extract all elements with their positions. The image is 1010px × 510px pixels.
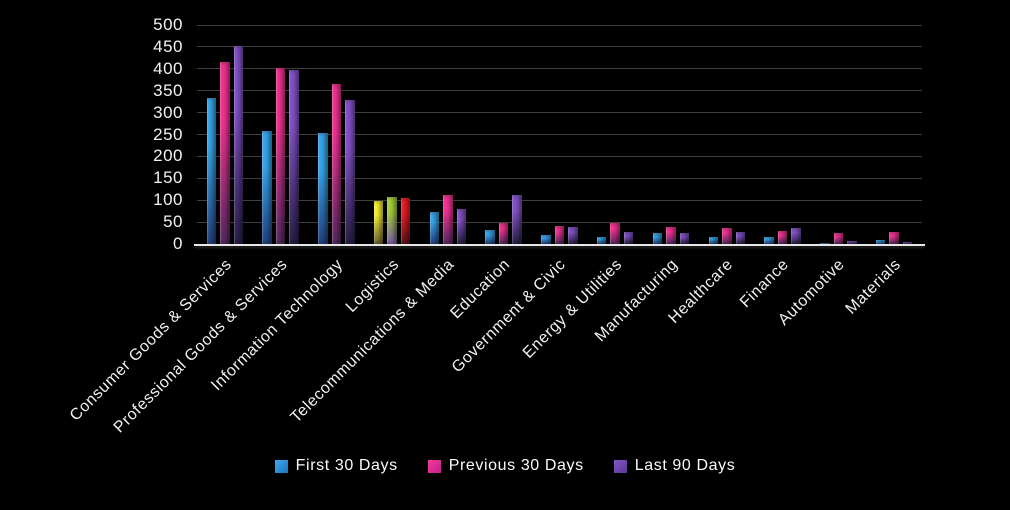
bar: [708, 237, 719, 244]
y-axis-tick-label: 100: [153, 190, 183, 210]
bar: [262, 131, 272, 244]
bar: [443, 194, 453, 244]
legend-item-label: Previous 30 Days: [448, 457, 584, 474]
gridline: [197, 90, 922, 92]
gridline: [197, 221, 922, 223]
x-axis-category-label: Energy & Utilities: [519, 256, 626, 362]
gridline: [197, 199, 922, 201]
legend-swatch: [427, 459, 441, 473]
bar: [666, 227, 676, 244]
bar: [679, 232, 690, 244]
bar: [764, 237, 774, 244]
bar: [596, 237, 607, 244]
legend-item: Previous 30 Days: [427, 457, 584, 475]
bar: [847, 240, 857, 244]
bar: [902, 241, 913, 244]
legend-item-label: Last 90 Days: [634, 457, 736, 474]
bar: [429, 212, 440, 244]
bar: [833, 232, 844, 244]
bar-group: [532, 25, 588, 244]
legend-item-label: First 30 Days: [295, 457, 398, 474]
y-axis-tick-label: 450: [153, 36, 183, 56]
bar-groups: [197, 25, 922, 244]
bar-group: [253, 25, 309, 244]
y-axis-tick-label: 200: [153, 146, 183, 166]
legend-item: First 30 Days: [274, 457, 398, 475]
bar: [623, 232, 634, 244]
y-axis-tick-label: 400: [153, 58, 183, 78]
bar: [275, 67, 286, 244]
bar: [373, 201, 384, 244]
bar-group: [364, 25, 420, 244]
legend: First 30 Days Previous 30 Days Last 90 Day…: [0, 457, 1010, 475]
y-axis-tick-label: 150: [153, 168, 183, 188]
plot-area: [194, 24, 925, 246]
bar-group: [309, 25, 365, 244]
bar: [777, 231, 788, 244]
y-axis-tick-label: 500: [153, 15, 183, 34]
gridline: [197, 134, 922, 135]
gridline: [197, 112, 922, 114]
bar: [735, 232, 746, 244]
bar-group: [866, 25, 922, 244]
bar: [512, 195, 522, 244]
gridline: [197, 46, 922, 48]
bar: [889, 231, 899, 244]
bar-group: [197, 25, 253, 244]
bar: [485, 230, 495, 244]
y-axis-tick-label: 50: [163, 212, 183, 232]
bar: [220, 62, 230, 244]
bar-group: [420, 25, 476, 244]
gridline: [197, 68, 922, 70]
y-axis-tick-label: 350: [153, 80, 183, 100]
bar: [568, 226, 578, 244]
bar-group: [587, 25, 643, 244]
bar: [456, 208, 467, 244]
bar: [820, 243, 830, 244]
bar: [318, 132, 328, 244]
bar: [554, 226, 565, 244]
y-axis-tick-label: 0: [173, 234, 183, 253]
bar: [331, 84, 342, 244]
bar: [400, 198, 411, 244]
bar-group: [810, 25, 866, 244]
legend-swatch: [613, 459, 627, 473]
bar: [387, 197, 397, 244]
bar: [289, 70, 299, 244]
bar-group: [755, 25, 811, 244]
x-axis-category-label: Finance: [737, 256, 793, 312]
bar: [791, 228, 801, 244]
bar: [498, 222, 509, 244]
bar: [652, 233, 663, 244]
gridline: [197, 177, 922, 179]
bar-group: [476, 25, 532, 244]
bar: [345, 100, 355, 244]
x-axis-category-label: Materials: [842, 256, 905, 318]
bar: [875, 240, 886, 244]
gridline: [197, 24, 922, 26]
bar: [610, 223, 620, 244]
bar-group: [643, 25, 699, 244]
legend-swatch: [274, 459, 288, 473]
bar: [233, 45, 244, 244]
bar: [722, 228, 732, 244]
gridline: [197, 155, 922, 157]
legend-item: Last 90 Days: [613, 457, 736, 475]
bar: [541, 234, 551, 244]
bar: [206, 98, 217, 244]
y-axis-tick-label: 250: [153, 124, 183, 144]
bar-group: [699, 25, 755, 244]
y-axis-tick-label: 300: [153, 102, 183, 122]
x-axis-line: [194, 244, 925, 246]
